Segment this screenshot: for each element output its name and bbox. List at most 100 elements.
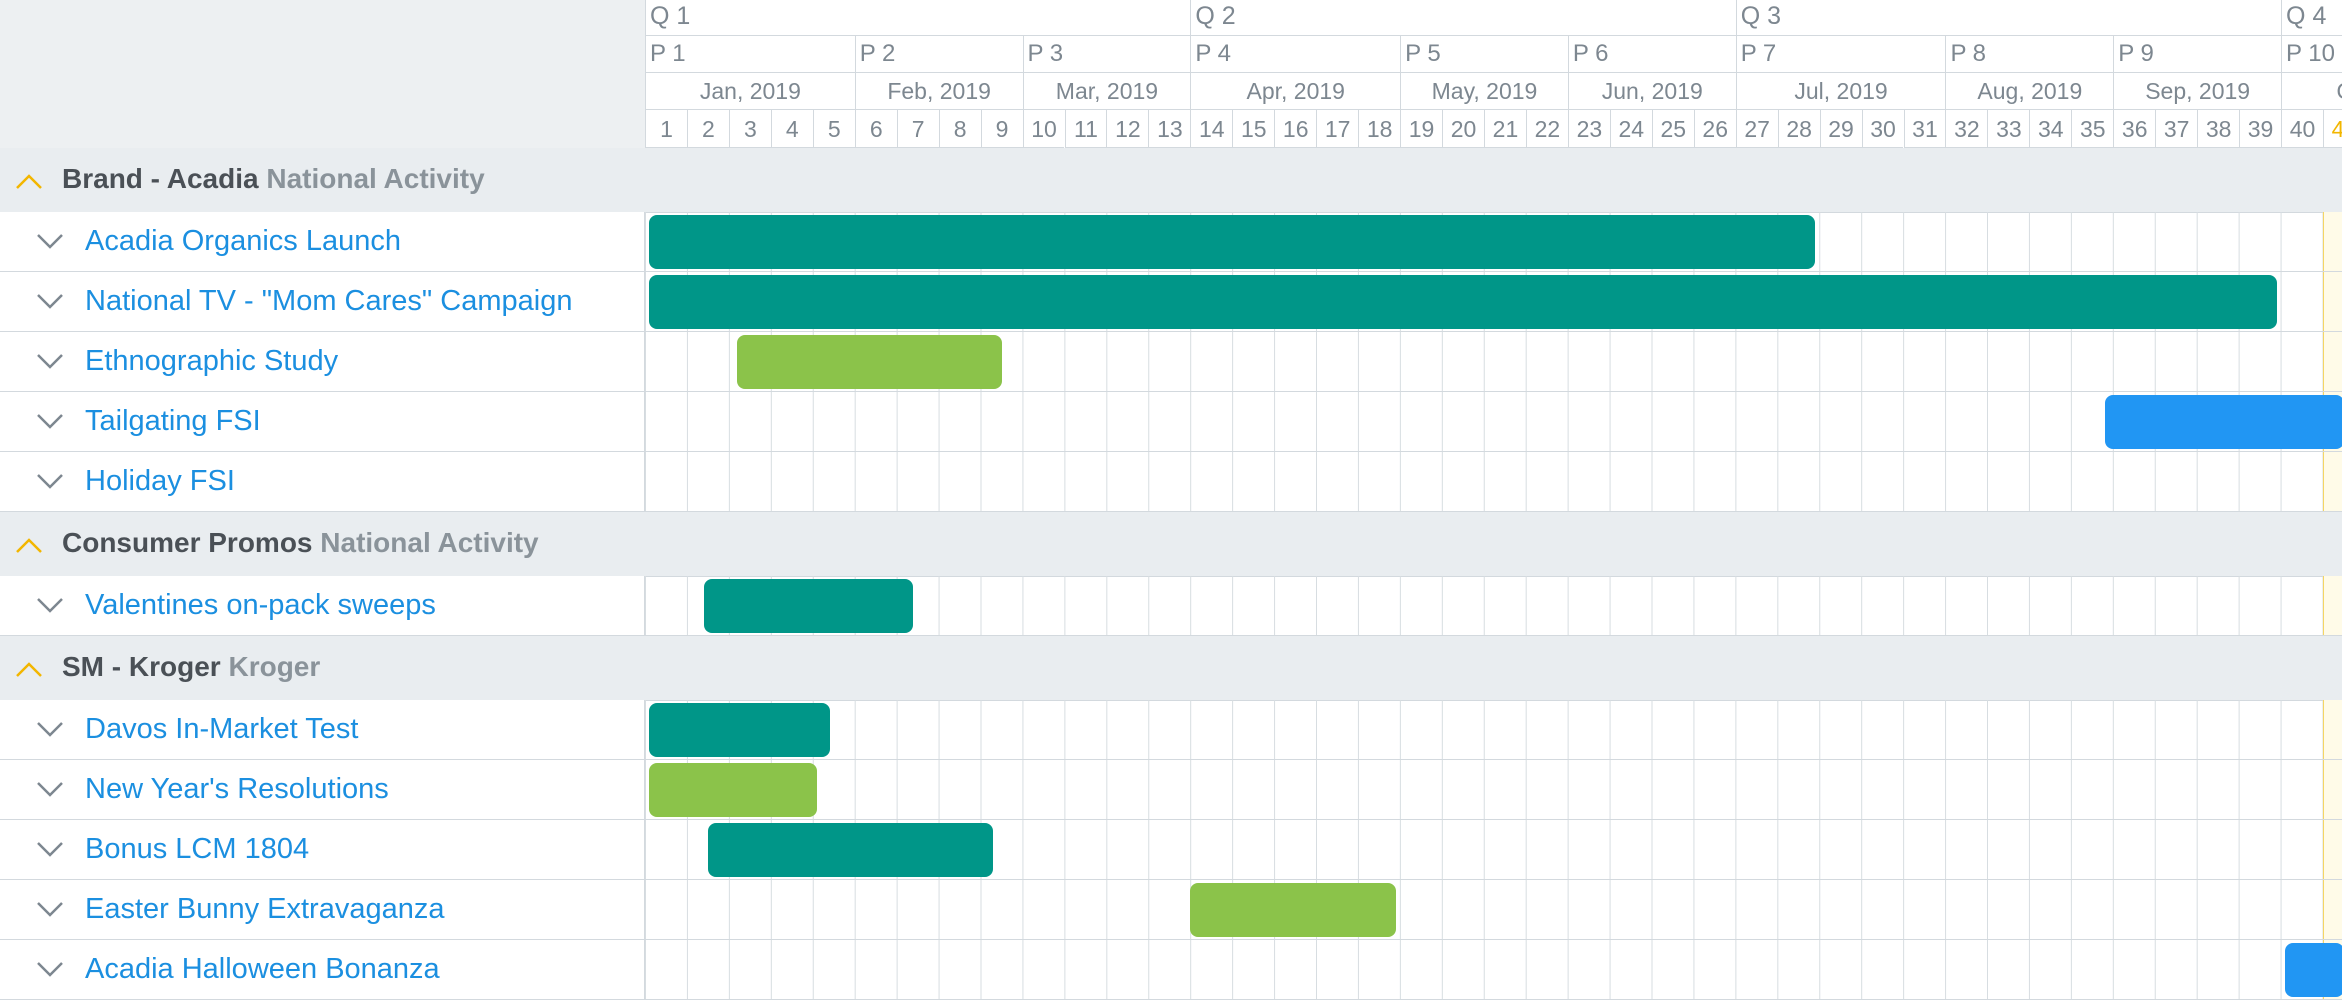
row-expand-toggle[interactable]	[35, 837, 65, 861]
week-header-cell: 6	[854, 110, 897, 148]
chevron-down-icon[interactable]	[35, 229, 65, 253]
week-header-cell: 29	[1819, 110, 1862, 148]
chevron-down-icon[interactable]	[35, 409, 65, 433]
group-collapse-toggle[interactable]	[14, 658, 44, 682]
chevron-down-icon[interactable]	[35, 349, 65, 373]
timeline-grid	[645, 392, 2342, 452]
week-header-cell: 33	[1987, 110, 2030, 148]
group-row: Consumer Promos National Activity	[0, 512, 2342, 577]
week-header-cell: 2	[686, 110, 729, 148]
period-header-cell: P 6	[1567, 36, 1736, 73]
current-week-highlight	[2323, 760, 2342, 819]
chevron-down-icon[interactable]	[35, 593, 65, 617]
row-expand-toggle[interactable]	[35, 229, 65, 253]
gantt-row: Davos In-Market Test	[0, 700, 2342, 760]
activity-bar[interactable]	[2285, 943, 2342, 997]
timeline-grid	[645, 880, 2342, 940]
gantt-row: National TV - "Mom Cares" Campaign	[0, 272, 2342, 332]
row-expand-toggle[interactable]	[35, 469, 65, 493]
week-header-cell: 25	[1651, 110, 1694, 148]
chevron-up-icon[interactable]	[14, 170, 44, 194]
chevron-down-icon[interactable]	[35, 469, 65, 493]
current-week-highlight	[2323, 576, 2342, 635]
chevron-down-icon[interactable]	[35, 837, 65, 861]
row-name-cell: Ethnographic Study	[0, 332, 645, 392]
activity-bar[interactable]	[707, 823, 994, 877]
activity-link[interactable]: Acadia Organics Launch	[85, 225, 401, 257]
activity-link[interactable]: National TV - "Mom Cares" Campaign	[85, 285, 573, 317]
chevron-down-icon[interactable]	[35, 777, 65, 801]
row-expand-toggle[interactable]	[35, 289, 65, 313]
row-name-cell: Acadia Halloween Bonanza	[0, 940, 645, 1000]
chevron-down-icon[interactable]	[35, 289, 65, 313]
activity-link[interactable]: Bonus LCM 1804	[85, 833, 310, 865]
month-header-cell: Jan, 2019	[645, 73, 855, 110]
current-week-highlight	[2323, 332, 2342, 391]
activity-bar[interactable]	[2104, 395, 2342, 449]
activity-bar[interactable]	[649, 703, 830, 757]
activity-link[interactable]: New Year's Resolutions	[85, 773, 389, 805]
week-header-cell: 35	[2071, 110, 2114, 148]
gantt-row: New Year's Resolutions	[0, 760, 2342, 820]
current-week-highlight	[2323, 452, 2342, 511]
month-header-cell: Jun, 2019	[1567, 73, 1736, 110]
timeline-grid	[645, 700, 2342, 760]
activity-link[interactable]: Holiday FSI	[85, 465, 235, 497]
row-expand-toggle[interactable]	[35, 593, 65, 617]
row-expand-toggle[interactable]	[35, 777, 65, 801]
period-header-cell: P 3	[1022, 36, 1191, 73]
activity-link[interactable]: Acadia Halloween Bonanza	[85, 953, 440, 985]
period-header-cell: P 10	[2281, 36, 2342, 73]
current-week-highlight	[2323, 700, 2342, 759]
gantt-row: Tailgating FSI	[0, 392, 2342, 452]
period-header-cell: P 7	[1735, 36, 1946, 73]
group-name: Brand - Acadia	[62, 163, 259, 194]
chevron-up-icon[interactable]	[14, 658, 44, 682]
week-header-cell: 17	[1316, 110, 1359, 148]
timeline-grid	[645, 212, 2342, 272]
group-row: Brand - Acadia National Activity	[0, 148, 2342, 213]
group-title: Consumer Promos National Activity	[62, 527, 539, 559]
week-header-cell: 36	[2113, 110, 2156, 148]
month-header-cell: May, 2019	[1400, 73, 1568, 110]
chevron-down-icon[interactable]	[35, 897, 65, 921]
row-expand-toggle[interactable]	[35, 717, 65, 741]
week-header-cell: 8	[938, 110, 981, 148]
row-expand-toggle[interactable]	[35, 409, 65, 433]
group-collapse-toggle[interactable]	[14, 170, 44, 194]
activity-link[interactable]: Ethnographic Study	[85, 345, 339, 377]
group-title: Brand - Acadia National Activity	[62, 163, 485, 195]
activity-bar[interactable]	[1190, 883, 1396, 937]
activity-bar[interactable]	[703, 579, 914, 633]
row-expand-toggle[interactable]	[35, 957, 65, 981]
week-header-cell: 15	[1232, 110, 1275, 148]
group-subtitle: National Activity	[320, 527, 539, 558]
group-title: SM - Kroger Kroger	[62, 651, 320, 683]
activity-link[interactable]: Davos In-Market Test	[85, 713, 359, 745]
activity-link[interactable]: Easter Bunny Extravaganza	[85, 893, 445, 925]
chevron-down-icon[interactable]	[35, 957, 65, 981]
week-header-cell: 34	[2029, 110, 2072, 148]
activity-link[interactable]: Valentines on-pack sweeps	[85, 589, 436, 621]
chevron-up-icon[interactable]	[14, 534, 44, 558]
chevron-down-icon[interactable]	[35, 717, 65, 741]
timeline-grid	[645, 940, 2342, 1000]
activity-bar[interactable]	[649, 215, 1816, 269]
week-header-cell: 39	[2239, 110, 2282, 148]
week-header-cell: 27	[1735, 110, 1778, 148]
activity-bar[interactable]	[737, 335, 1002, 389]
activity-bar[interactable]	[649, 275, 2277, 329]
timeline-grid	[645, 452, 2342, 512]
row-name-cell: National TV - "Mom Cares" Campaign	[0, 272, 645, 332]
week-header-cell: 22	[1525, 110, 1568, 148]
gantt-row: Bonus LCM 1804	[0, 820, 2342, 880]
row-name-cell: Tailgating FSI	[0, 392, 645, 452]
week-header-cell: 32	[1945, 110, 1988, 148]
activity-bar[interactable]	[649, 763, 817, 817]
group-collapse-toggle[interactable]	[14, 534, 44, 558]
row-name-cell: Acadia Organics Launch	[0, 212, 645, 272]
row-name-cell: Bonus LCM 1804	[0, 820, 645, 880]
activity-link[interactable]: Tailgating FSI	[85, 405, 261, 437]
row-expand-toggle[interactable]	[35, 897, 65, 921]
row-expand-toggle[interactable]	[35, 349, 65, 373]
